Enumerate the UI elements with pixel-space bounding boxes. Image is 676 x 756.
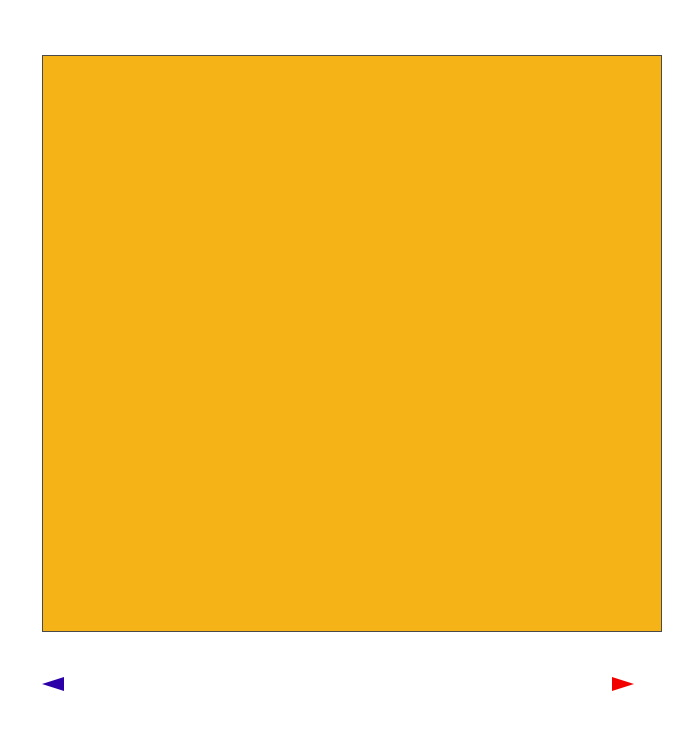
colorbar	[0, 658, 676, 714]
temperature-map[interactable]	[42, 55, 662, 632]
colorbar-extend-high-arrow	[612, 677, 634, 691]
colorbar-extend-low-arrow	[42, 677, 64, 691]
colorbar-gradient	[64, 677, 612, 692]
colorbar-body	[42, 677, 634, 692]
temperature-field-canvas	[43, 56, 661, 631]
